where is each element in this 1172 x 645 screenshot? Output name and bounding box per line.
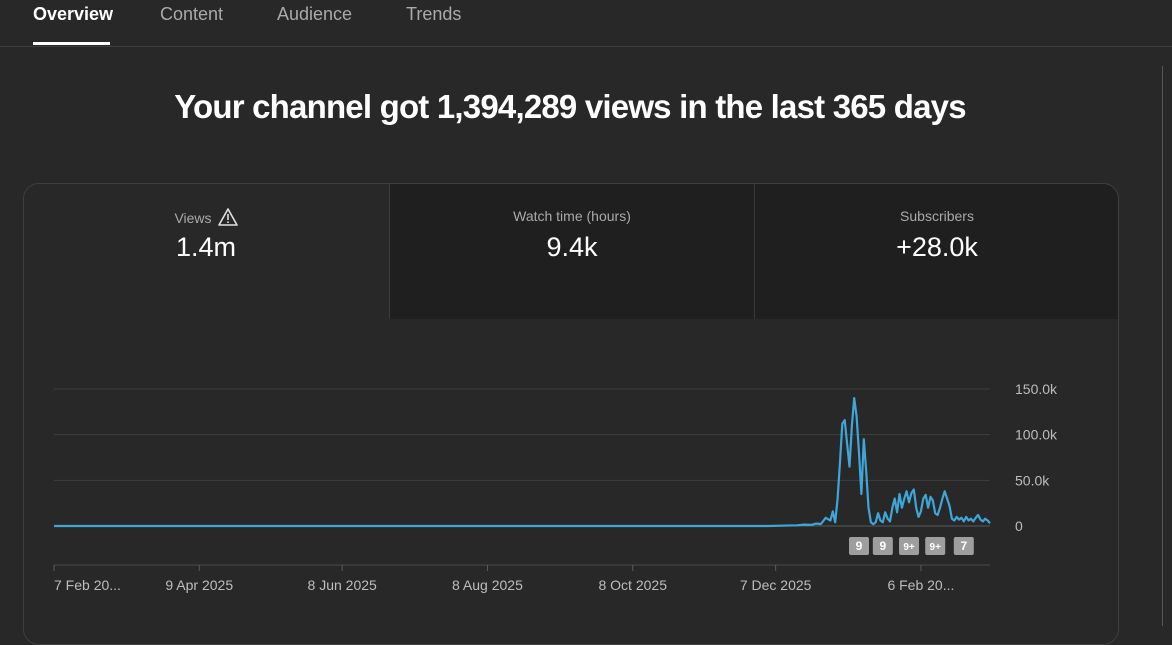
event-marker-badge [849, 537, 870, 555]
event-marker-label: 9+ [930, 542, 942, 553]
x-tick-label: 8 Jun 2025 [308, 577, 377, 593]
metric-tabs: Views 1.4m Watch time (hours) 9.4k Subsc… [24, 184, 1118, 319]
metric-subscribers-label: Subscribers [900, 208, 974, 224]
scrollbar[interactable] [1162, 46, 1172, 630]
x-tick-label: 9 Apr 2025 [165, 577, 233, 593]
event-marker[interactable]: 9 [872, 537, 893, 555]
views-line-chart: 0 50.0k 100.0k 150.0k 7 Feb 20... 9 Apr 2025 8… [53, 381, 1058, 593]
event-marker-label: 7 [960, 539, 967, 553]
tab-trends[interactable]: Trends [406, 4, 462, 24]
x-tick-label: 8 Aug 2025 [452, 577, 523, 593]
tab-bar: Overview Content Audience Trends [0, 0, 1172, 47]
event-marker-label: 9 [879, 539, 886, 553]
metric-views[interactable]: Views 1.4m [24, 184, 388, 319]
metric-subscribers[interactable]: Subscribers +28.0k [754, 184, 1118, 319]
x-tick-label: 7 Dec 2025 [740, 577, 812, 593]
metric-watch-time-label: Watch time (hours) [513, 208, 631, 224]
scrollbar-thumb[interactable] [1162, 66, 1171, 626]
y-tick-label: 100.0k [1015, 427, 1058, 443]
y-tick-label: 50.0k [1015, 472, 1050, 488]
tab-overview[interactable]: Overview [33, 4, 114, 24]
metric-views-label-row: Views [24, 208, 388, 229]
event-marker[interactable]: 7 [953, 537, 974, 555]
page-headline: Your channel got 1,394,289 views in the … [174, 88, 966, 125]
event-marker-label: 9 [856, 539, 863, 553]
warning-icon[interactable] [217, 208, 238, 229]
event-marker-badge [899, 537, 920, 555]
event-marker[interactable]: 9+ [899, 537, 920, 555]
x-tick-label: 8 Oct 2025 [598, 577, 667, 593]
x-tick-label: 6 Feb 20... [887, 577, 954, 593]
y-tick-label: 150.0k [1015, 381, 1058, 397]
event-marker-badge [953, 537, 974, 555]
tab-content[interactable]: Content [160, 4, 224, 24]
metric-views-label: Views [174, 210, 212, 226]
series-line-views [54, 397, 991, 528]
event-marker[interactable]: 9+ [925, 537, 946, 555]
metric-watch-time-value: 9.4k [546, 232, 598, 262]
metric-views-value: 1.4m [175, 232, 237, 262]
event-marker-badge [872, 537, 893, 555]
y-tick-label: 0 [1015, 518, 1023, 534]
x-tick-label: 7 Feb 20... [54, 577, 121, 593]
event-marker[interactable]: 9 [849, 537, 870, 555]
analytics-card: Views 1.4m Watch time (hours) 9.4k Subsc… [23, 183, 1119, 645]
tab-audience[interactable]: Audience [277, 4, 353, 24]
metric-subscribers-value: +28.0k [896, 232, 978, 262]
event-marker-badge [925, 537, 946, 555]
metric-watch-time[interactable]: Watch time (hours) 9.4k [389, 184, 754, 319]
active-tab-indicator [33, 42, 110, 45]
event-marker-label: 9+ [903, 542, 915, 553]
